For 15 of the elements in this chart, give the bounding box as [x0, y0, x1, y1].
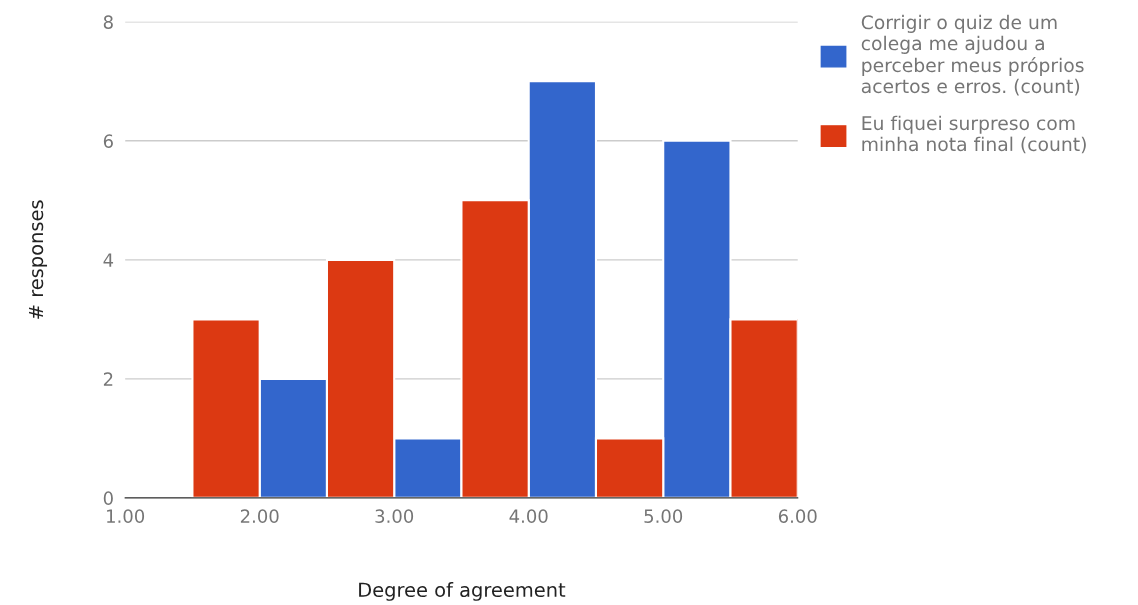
x-tick-label: 2.00	[240, 509, 279, 523]
y-tick-label: 4	[103, 253, 114, 267]
x-tick-label: 1.00	[107, 509, 145, 523]
y-tick-label: 0	[103, 491, 113, 506]
x-tick-label: 5.00	[644, 509, 683, 523]
x-tick-label: 3.00	[375, 509, 414, 523]
x-tick-label: 4.00	[509, 509, 548, 523]
y-tick-label: 2	[103, 372, 113, 386]
legend-label: Eu fiquei surpreso com minha nota final (count)	[862, 115, 1086, 154]
y-tick-label: 8	[103, 15, 113, 29]
x-axis-title: Degree of agreement	[359, 582, 566, 601]
y-tick-label: 6	[103, 134, 113, 148]
y-axis-title: # responses	[29, 200, 48, 319]
legend-label: Corrigir o quiz de um colega me ajudou a perceber meus próprios acertos e erros. (count)	[861, 14, 1084, 96]
x-tick-label: 6.00	[778, 509, 817, 523]
